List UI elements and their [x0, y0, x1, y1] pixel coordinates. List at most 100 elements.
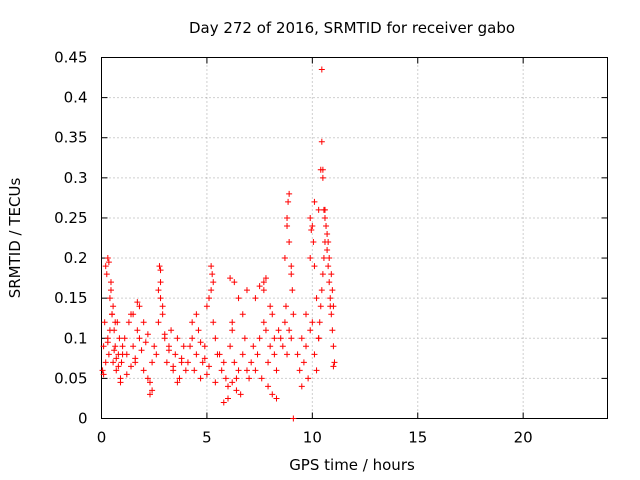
data-point — [321, 206, 328, 213]
data-point — [140, 319, 147, 326]
grid-lines — [101, 57, 608, 419]
data-point — [155, 319, 162, 326]
chart-title: Day 272 of 2016, SRMTID for receiver gab… — [189, 19, 515, 37]
data-point — [174, 379, 181, 386]
data-point — [303, 343, 310, 350]
data-point — [290, 311, 297, 318]
data-point — [231, 279, 238, 286]
data-point — [267, 343, 274, 350]
data-point — [307, 255, 314, 262]
data-point — [298, 335, 305, 342]
data-point — [178, 355, 185, 362]
data-point — [328, 311, 335, 318]
data-point — [329, 287, 336, 294]
y-tick-label: 0.35 — [54, 129, 87, 147]
data-point — [286, 327, 293, 334]
data-point — [103, 271, 110, 278]
data-point — [327, 303, 334, 310]
data-point — [243, 287, 250, 294]
data-point — [118, 359, 125, 366]
data-point — [191, 367, 198, 374]
data-point — [273, 395, 280, 402]
data-point — [206, 363, 213, 370]
data-point — [327, 295, 334, 302]
y-tick-label: 0.2 — [64, 249, 88, 267]
data-point — [231, 359, 238, 366]
data-point — [197, 339, 204, 346]
y-tick-label: 0.15 — [54, 289, 87, 307]
data-point — [201, 343, 208, 350]
data-point — [275, 327, 282, 334]
data-point — [229, 327, 236, 334]
data-point — [311, 351, 318, 358]
data-point — [309, 319, 316, 326]
data-point — [277, 335, 284, 342]
data-point — [319, 166, 326, 173]
data-point — [323, 222, 330, 229]
data-point — [326, 279, 333, 286]
data-point — [319, 271, 326, 278]
data-point — [311, 263, 318, 270]
data-point — [267, 303, 274, 310]
data-point — [138, 347, 145, 354]
data-point — [331, 359, 338, 366]
data-point — [101, 319, 108, 326]
data-point — [218, 367, 225, 374]
data-point — [265, 383, 272, 390]
data-point — [189, 319, 196, 326]
data-point — [235, 367, 242, 374]
data-point — [227, 275, 234, 282]
data-point — [157, 295, 164, 302]
data-point — [163, 359, 170, 366]
data-point — [284, 214, 291, 221]
data-point — [155, 287, 162, 294]
data-point — [209, 271, 216, 278]
data-point — [106, 327, 113, 334]
data-point — [144, 375, 151, 382]
data-point — [134, 327, 141, 334]
data-point — [313, 295, 320, 302]
x-tick-label: 10 — [303, 429, 322, 447]
data-point — [284, 222, 291, 229]
data-point — [271, 351, 278, 358]
data-point — [329, 327, 336, 334]
data-point — [151, 343, 158, 350]
x-tick-label: 5 — [202, 429, 212, 447]
y-tick-label: 0.3 — [64, 169, 88, 187]
y-tick-label: 0.45 — [54, 49, 87, 67]
y-tick-label: 0.1 — [64, 329, 88, 347]
data-point — [252, 295, 259, 302]
data-point — [107, 287, 114, 294]
y-tick-label: 0.05 — [54, 369, 87, 387]
data-point — [233, 375, 240, 382]
data-point — [113, 355, 120, 362]
data-point — [235, 295, 242, 302]
data-point — [176, 375, 183, 382]
y-tick-label: 0.25 — [54, 209, 87, 227]
data-point — [271, 335, 278, 342]
data-point — [330, 363, 337, 370]
data-point — [146, 391, 153, 398]
data-point — [123, 371, 130, 378]
data-point — [156, 263, 163, 270]
plot-frame — [101, 57, 608, 419]
y-tick-label: 0 — [78, 410, 88, 428]
data-point — [123, 351, 130, 358]
data-point — [136, 335, 143, 342]
data-point — [256, 335, 263, 342]
data-point — [100, 343, 107, 350]
data-point — [319, 174, 326, 181]
data-point — [159, 303, 166, 310]
data-point — [313, 367, 320, 374]
data-point — [250, 343, 257, 350]
data-point — [298, 383, 305, 390]
data-point — [260, 279, 267, 286]
data-point — [256, 283, 263, 290]
data-point — [112, 343, 119, 350]
y-axis: 0 0.05 0.1 0.15 0.2 0.25 0.3 0.35 0.4 0.45 — [54, 49, 608, 428]
data-point — [269, 311, 276, 318]
data-point — [197, 375, 204, 382]
data-point — [227, 343, 234, 350]
data-point — [233, 387, 240, 394]
